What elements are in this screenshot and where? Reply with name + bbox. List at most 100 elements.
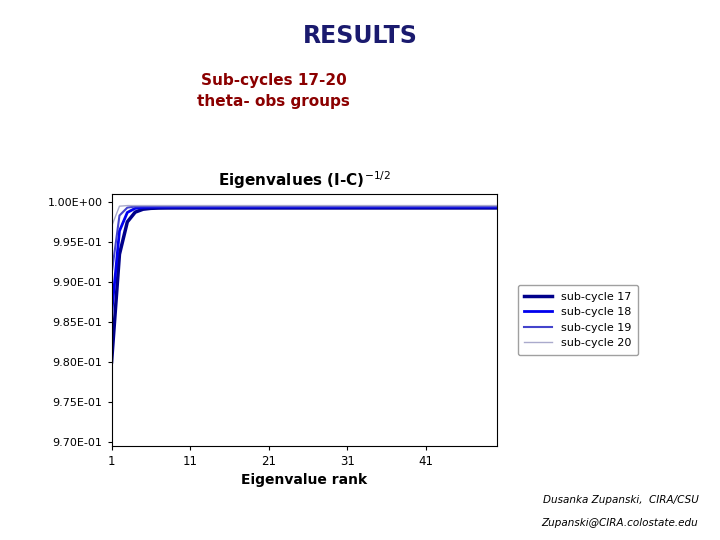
sub-cycle 20	[296, 202, 305, 209]
sub-cycle 18	[312, 204, 320, 211]
Line: sub-cycle 19: sub-cycle 19	[112, 206, 497, 274]
sub-cycle 20	[328, 202, 336, 209]
sub-cycle 18	[304, 204, 312, 211]
sub-cycle 17	[288, 205, 297, 211]
sub-cycle 20	[272, 202, 281, 209]
sub-cycle 17	[461, 205, 469, 211]
sub-cycle 18	[406, 204, 415, 211]
sub-cycle 20	[217, 202, 226, 209]
sub-cycle 20	[453, 202, 462, 209]
sub-cycle 18	[422, 204, 431, 211]
sub-cycle 18	[194, 204, 202, 211]
Text: Dusanka Zupanski,  CIRA/CSU: Dusanka Zupanski, CIRA/CSU	[543, 495, 698, 505]
sub-cycle 17	[453, 205, 462, 211]
sub-cycle 17	[194, 205, 202, 211]
sub-cycle 20	[304, 202, 312, 209]
sub-cycle 20	[492, 202, 501, 209]
sub-cycle 20	[469, 202, 477, 209]
sub-cycle 20	[107, 223, 116, 230]
sub-cycle 18	[264, 204, 273, 211]
sub-cycle 17	[178, 205, 186, 211]
Text: Zupanski@CIRA.colostate.edu: Zupanski@CIRA.colostate.edu	[541, 518, 698, 528]
sub-cycle 18	[170, 204, 179, 211]
Text: RESULTS: RESULTS	[302, 24, 418, 48]
sub-cycle 17	[249, 205, 258, 211]
sub-cycle 18	[233, 204, 242, 211]
sub-cycle 19	[264, 203, 273, 210]
sub-cycle 18	[382, 204, 391, 211]
sub-cycle 19	[390, 203, 399, 210]
sub-cycle 19	[217, 203, 226, 210]
sub-cycle 18	[351, 204, 359, 211]
sub-cycle 18	[469, 204, 477, 211]
sub-cycle 19	[382, 203, 391, 210]
sub-cycle 17	[241, 205, 250, 211]
sub-cycle 17	[107, 359, 116, 365]
sub-cycle 19	[343, 203, 352, 210]
sub-cycle 18	[210, 204, 218, 211]
sub-cycle 19	[241, 203, 250, 210]
sub-cycle 18	[225, 204, 234, 211]
sub-cycle 17	[320, 205, 328, 211]
sub-cycle 17	[210, 205, 218, 211]
sub-cycle 20	[256, 202, 265, 209]
sub-cycle 18	[123, 209, 132, 215]
sub-cycle 19	[328, 203, 336, 210]
sub-cycle 20	[343, 202, 352, 209]
sub-cycle 19	[359, 203, 367, 210]
sub-cycle 19	[336, 203, 344, 210]
sub-cycle 18	[453, 204, 462, 211]
sub-cycle 20	[312, 202, 320, 209]
sub-cycle 17	[422, 205, 431, 211]
Line: sub-cycle 20: sub-cycle 20	[112, 206, 497, 226]
sub-cycle 19	[147, 203, 156, 210]
sub-cycle 17	[123, 219, 132, 225]
sub-cycle 18	[492, 204, 501, 211]
sub-cycle 20	[422, 202, 431, 209]
sub-cycle 20	[374, 202, 383, 209]
X-axis label: Eigenvalue rank: Eigenvalue rank	[241, 473, 367, 487]
sub-cycle 18	[288, 204, 297, 211]
sub-cycle 19	[374, 203, 383, 210]
sub-cycle 18	[296, 204, 305, 211]
sub-cycle 19	[210, 203, 218, 210]
sub-cycle 19	[288, 203, 297, 210]
sub-cycle 18	[445, 204, 454, 211]
sub-cycle 20	[162, 202, 171, 209]
sub-cycle 20	[131, 202, 140, 209]
sub-cycle 20	[461, 202, 469, 209]
sub-cycle 20	[320, 202, 328, 209]
sub-cycle 20	[241, 202, 250, 209]
sub-cycle 20	[445, 202, 454, 209]
sub-cycle 19	[107, 271, 116, 278]
sub-cycle 20	[351, 202, 359, 209]
sub-cycle 19	[186, 203, 194, 210]
sub-cycle 17	[186, 205, 194, 211]
sub-cycle 19	[115, 212, 124, 219]
sub-cycle 19	[398, 203, 407, 210]
sub-cycle 20	[264, 202, 273, 209]
Text: Sub-cycles 17-20
theta- obs groups: Sub-cycles 17-20 theta- obs groups	[197, 73, 350, 109]
sub-cycle 20	[485, 202, 493, 209]
sub-cycle 19	[123, 204, 132, 211]
sub-cycle 18	[438, 204, 446, 211]
Line: sub-cycle 17: sub-cycle 17	[112, 208, 497, 362]
sub-cycle 20	[438, 202, 446, 209]
sub-cycle 17	[351, 205, 359, 211]
sub-cycle 20	[186, 202, 194, 209]
Line: sub-cycle 18: sub-cycle 18	[112, 207, 497, 314]
sub-cycle 18	[186, 204, 194, 211]
sub-cycle 18	[217, 204, 226, 211]
sub-cycle 19	[351, 203, 359, 210]
sub-cycle 19	[280, 203, 289, 210]
sub-cycle 19	[296, 203, 305, 210]
sub-cycle 20	[202, 202, 210, 209]
sub-cycle 17	[115, 251, 124, 258]
sub-cycle 17	[256, 205, 265, 211]
sub-cycle 20	[155, 202, 163, 209]
sub-cycle 19	[304, 203, 312, 210]
sub-cycle 18	[477, 204, 485, 211]
sub-cycle 18	[398, 204, 407, 211]
sub-cycle 20	[359, 202, 367, 209]
sub-cycle 18	[131, 205, 140, 212]
